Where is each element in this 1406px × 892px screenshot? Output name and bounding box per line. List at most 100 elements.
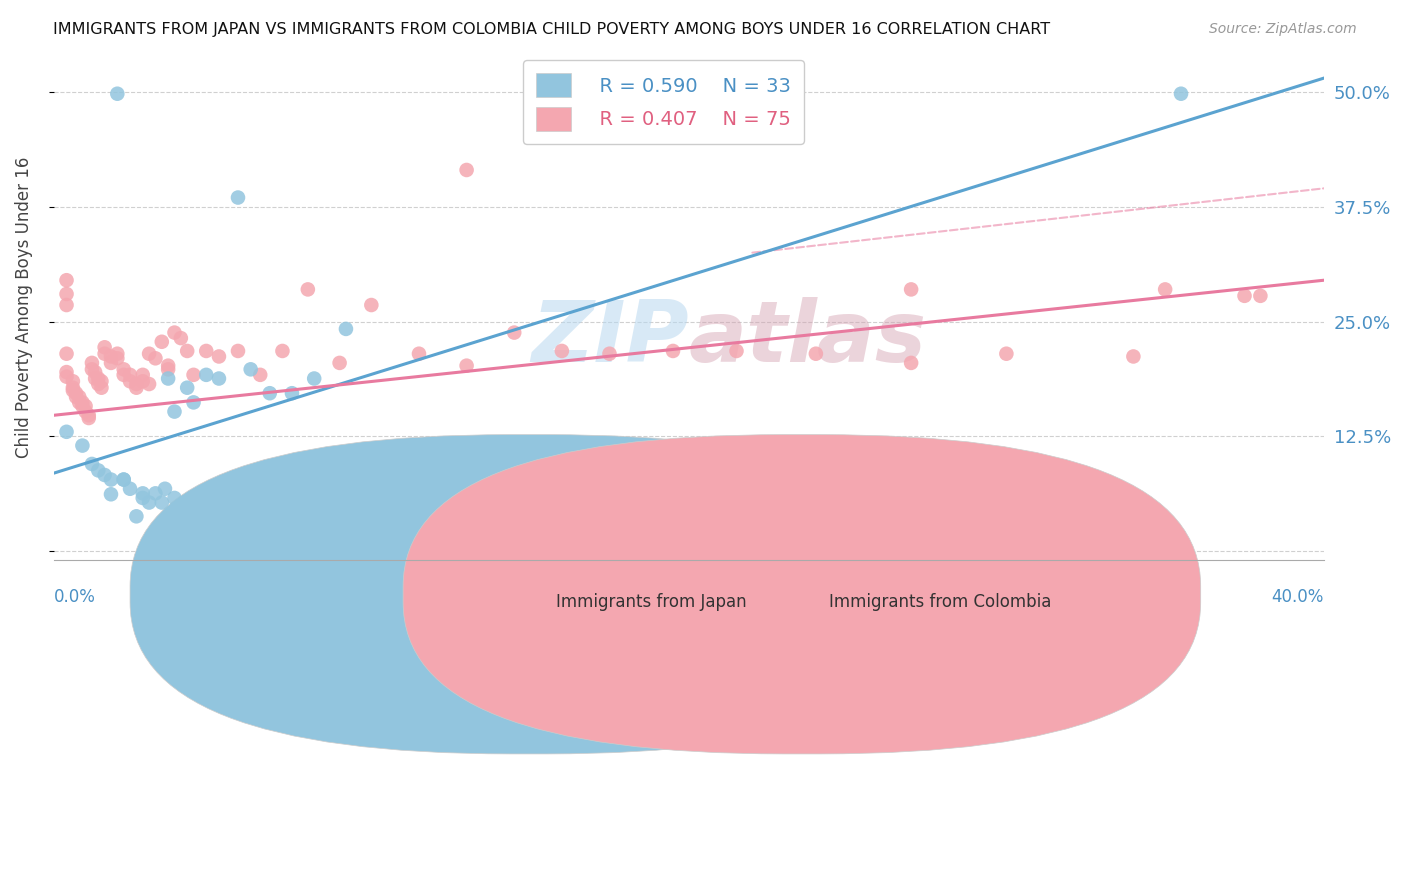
FancyBboxPatch shape xyxy=(129,434,928,754)
Point xyxy=(105,87,128,101)
Point xyxy=(112,473,135,487)
Point xyxy=(132,374,155,388)
Point xyxy=(208,350,231,364)
Point xyxy=(72,395,94,409)
Point xyxy=(176,381,198,395)
FancyBboxPatch shape xyxy=(404,434,1201,754)
Point xyxy=(176,343,198,358)
Point xyxy=(65,390,87,404)
Text: 40.0%: 40.0% xyxy=(1271,588,1324,607)
Point xyxy=(87,377,110,392)
Point xyxy=(67,390,90,404)
Point xyxy=(100,487,122,501)
Text: Immigrants from Japan: Immigrants from Japan xyxy=(555,593,747,611)
Point xyxy=(62,374,84,388)
Point xyxy=(84,371,107,385)
Point xyxy=(804,347,827,361)
Point xyxy=(551,343,574,358)
Point xyxy=(138,347,160,361)
Point xyxy=(226,343,249,358)
Point xyxy=(72,439,94,453)
Text: 0.0%: 0.0% xyxy=(53,588,96,607)
Point xyxy=(112,473,135,487)
Point xyxy=(271,343,294,358)
Point xyxy=(55,287,77,301)
Point xyxy=(132,491,155,505)
Point xyxy=(150,495,173,509)
Point xyxy=(100,350,122,364)
Point xyxy=(329,356,352,370)
Point xyxy=(80,457,103,471)
Point xyxy=(157,362,180,376)
Point xyxy=(55,298,77,312)
Point xyxy=(77,411,100,425)
Point xyxy=(281,386,304,401)
Point xyxy=(163,326,186,340)
Point xyxy=(153,482,176,496)
Point xyxy=(662,343,685,358)
Point xyxy=(456,163,478,178)
Legend:   R = 0.590    N = 33,   R = 0.407    N = 75: R = 0.590 N = 33, R = 0.407 N = 75 xyxy=(523,60,804,145)
Point xyxy=(125,377,148,392)
Point xyxy=(75,399,97,413)
Point xyxy=(360,298,382,312)
Point xyxy=(335,322,357,336)
Point xyxy=(112,362,135,376)
Point xyxy=(132,486,155,500)
Point xyxy=(80,356,103,370)
Point xyxy=(150,334,173,349)
Point xyxy=(900,282,922,296)
Point xyxy=(170,331,193,345)
Point xyxy=(138,377,160,392)
Point xyxy=(118,374,141,388)
Point xyxy=(55,347,77,361)
Point xyxy=(55,369,77,384)
Point xyxy=(84,365,107,379)
Text: ZIP: ZIP xyxy=(531,297,689,380)
Point xyxy=(90,374,112,388)
Point xyxy=(118,368,141,382)
Point xyxy=(112,368,135,382)
Point xyxy=(72,399,94,413)
Point xyxy=(725,343,748,358)
Point xyxy=(105,347,128,361)
Point xyxy=(87,371,110,385)
Point xyxy=(100,473,122,487)
Point xyxy=(249,368,271,382)
Point xyxy=(1233,289,1256,303)
Point xyxy=(75,404,97,418)
Point xyxy=(226,190,249,204)
Point xyxy=(105,351,128,366)
Point xyxy=(125,509,148,524)
Point xyxy=(239,362,262,376)
Point xyxy=(1122,350,1144,364)
Point xyxy=(408,347,430,361)
Point xyxy=(183,395,205,409)
Point xyxy=(1249,289,1271,303)
Text: IMMIGRANTS FROM JAPAN VS IMMIGRANTS FROM COLOMBIA CHILD POVERTY AMONG BOYS UNDER: IMMIGRANTS FROM JAPAN VS IMMIGRANTS FROM… xyxy=(53,22,1050,37)
Point xyxy=(375,473,398,487)
Point xyxy=(503,326,526,340)
Point xyxy=(138,495,160,509)
Point xyxy=(62,381,84,395)
Point xyxy=(62,384,84,398)
Point xyxy=(93,340,115,354)
Point xyxy=(93,347,115,361)
Point xyxy=(259,386,281,401)
Point xyxy=(995,347,1018,361)
Point xyxy=(195,368,218,382)
Point xyxy=(132,368,155,382)
Point xyxy=(195,343,218,358)
Point xyxy=(1154,282,1177,296)
Point xyxy=(67,395,90,409)
Point xyxy=(65,386,87,401)
Point xyxy=(163,491,186,505)
Point xyxy=(87,463,110,477)
Text: Source: ZipAtlas.com: Source: ZipAtlas.com xyxy=(1209,22,1357,37)
Point xyxy=(208,371,231,385)
Point xyxy=(1170,87,1192,101)
Point xyxy=(145,351,167,366)
Point xyxy=(55,365,77,379)
Point xyxy=(125,381,148,395)
Point xyxy=(55,273,77,287)
